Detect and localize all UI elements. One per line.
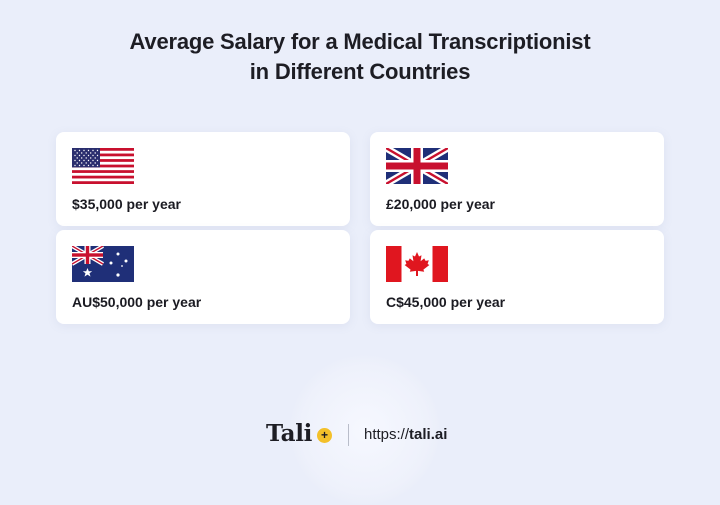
website-url[interactable]: https://tali.ai [364,426,447,443]
salary-card-australia: AU$50,000 per year [56,230,350,324]
us-flag-icon [72,148,134,184]
salary-uk: £20,000 per year [386,196,495,212]
salary-card-us: $35,000 per year [56,132,350,226]
salary-us: $35,000 per year [72,196,181,212]
footer-divider [348,424,349,446]
page-title: Average Salary for a Medical Transcripti… [0,27,720,87]
title-line-1: Average Salary for a Medical Transcripti… [129,29,591,54]
salary-australia: AU$50,000 per year [72,294,202,310]
logo-plus-badge: + [317,428,332,443]
tali-logo: Tali [266,420,313,447]
salary-canada: C$45,000 per year [386,294,506,310]
australia-flag-icon [72,246,134,282]
url-domain: tali.ai [409,426,448,443]
footer: Tali + https://tali.ai [0,420,720,450]
salary-card-uk: £20,000 per year [370,132,664,226]
uk-flag-icon [386,148,448,184]
url-prefix: https:// [364,426,410,443]
title-line-2: in Different Countries [249,59,471,84]
canada-flag-icon [386,246,448,282]
salary-card-canada: C$45,000 per year [370,230,664,324]
